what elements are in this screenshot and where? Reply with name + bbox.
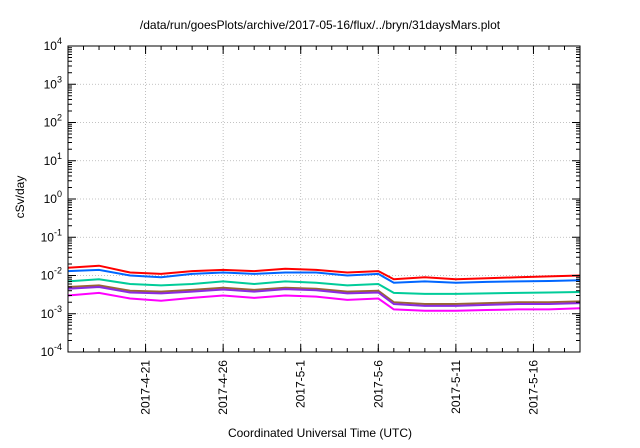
series-line-1 — [67, 264, 581, 281]
x-tick-label: 2017-5-1 — [294, 360, 308, 408]
series-line-3 — [67, 278, 581, 295]
y-tick-label: 10-1 — [41, 227, 62, 244]
y-tick-label: 10-4 — [41, 342, 62, 359]
x-tick-label: 2017-5-6 — [371, 360, 385, 408]
x-tick-label: 2017-4-26 — [216, 360, 230, 415]
x-tick-label: 2017-4-21 — [139, 360, 153, 415]
y-tick-label: 104 — [44, 36, 62, 53]
y-tick-label: 103 — [44, 74, 62, 91]
series-line-5 — [67, 285, 581, 307]
y-tick-label: 10-2 — [41, 266, 62, 283]
series-line-2 — [67, 268, 581, 284]
y-tick-label: 10-3 — [41, 304, 62, 321]
grid-layer — [68, 46, 580, 352]
x-tick-label: 2017-5-16 — [526, 360, 540, 415]
x-axis-label: Coordinated Universal Time (UTC) — [227, 426, 413, 440]
series-line-6 — [67, 291, 581, 312]
series-line-4 — [67, 284, 581, 305]
x-tick-label: 2017-5-11 — [449, 360, 463, 414]
y-tick-label: 101 — [44, 151, 62, 168]
series-layer — [67, 264, 581, 312]
tick-layer: 10-4 10-3 10-2 10-1 100 101 102 103 104 2017-4-21… — [41, 36, 580, 415]
chart-title: /data/run/goesPlots/archive/2017-05-16/f… — [139, 18, 501, 32]
y-tick-label: 102 — [44, 113, 62, 130]
y-tick-label: 100 — [44, 189, 62, 206]
